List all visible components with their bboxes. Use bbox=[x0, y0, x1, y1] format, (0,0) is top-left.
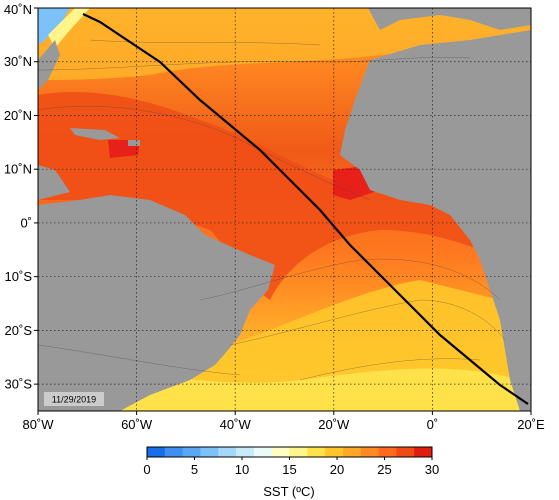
colorbar-swatch bbox=[218, 447, 237, 457]
longitude-axis: 80˚W 60˚W 40˚W 20˚W 0˚ 20˚E bbox=[22, 411, 545, 432]
ship-track-line bbox=[82, 13, 529, 405]
colorbar-swatch bbox=[396, 447, 415, 457]
colorbar-tick-label: 20 bbox=[330, 462, 344, 477]
colorbar-swatch bbox=[200, 447, 219, 457]
lon-tick-label: 0˚ bbox=[427, 417, 439, 432]
colorbar-title: SST (ºC) bbox=[263, 484, 314, 499]
land-caribbean-islands bbox=[70, 128, 140, 146]
map-plot-area: 11/29/2019 bbox=[38, 8, 531, 411]
cold-water-strip bbox=[38, 8, 70, 45]
colorbar-swatch bbox=[414, 447, 433, 457]
colorbar-tick-label: 30 bbox=[425, 462, 439, 477]
lat-tick-label: 20˚S bbox=[5, 323, 33, 338]
land-africa bbox=[340, 30, 531, 411]
land-central-america bbox=[38, 165, 70, 200]
land-north-america bbox=[38, 40, 60, 90]
colorbar-swatch bbox=[147, 447, 166, 457]
land-small-island bbox=[185, 225, 195, 232]
colorbar-swatch bbox=[236, 447, 255, 457]
warm-water-region bbox=[38, 91, 505, 300]
latitude-axis: 40˚N 30˚N 20˚N 10˚N 0˚ 10˚S 20˚S 30˚S bbox=[4, 2, 38, 392]
colorbar-tick-label: 0 bbox=[143, 462, 150, 477]
lon-tick-label: 20˚W bbox=[318, 417, 350, 432]
colorbar-swatch bbox=[182, 447, 201, 457]
land-south-america bbox=[38, 195, 275, 411]
lat-tick-label: 20˚N bbox=[4, 108, 32, 123]
lat-tick-label: 10˚N bbox=[4, 162, 32, 177]
lon-tick-label: 60˚W bbox=[121, 417, 153, 432]
lat-tick-label: 30˚N bbox=[4, 54, 32, 69]
lat-tick-label: 10˚S bbox=[5, 269, 33, 284]
map-frame bbox=[37, 7, 532, 412]
colorbar-swatch bbox=[289, 447, 308, 457]
cool-water-region bbox=[38, 360, 531, 411]
colorbar-tick-label: 15 bbox=[282, 462, 296, 477]
colorbar-swatch bbox=[164, 447, 184, 457]
colorbar-swatch bbox=[253, 447, 273, 457]
land-europe bbox=[368, 8, 531, 30]
colorbar-ticks: 0 5 10 15 20 25 30 bbox=[143, 457, 439, 477]
date-stamp: 11/29/2019 bbox=[52, 395, 96, 405]
cold-water-strip bbox=[48, 8, 90, 48]
colorbar-swatch bbox=[307, 447, 326, 457]
colorbar-swatch bbox=[325, 447, 344, 457]
graticule bbox=[38, 8, 531, 411]
colorbar-tick-label: 25 bbox=[377, 462, 391, 477]
colorbar-swatch bbox=[360, 447, 380, 457]
colorbar-tick-label: 10 bbox=[235, 462, 249, 477]
lat-tick-label: 0˚ bbox=[20, 215, 32, 230]
colorbar-swatch bbox=[342, 447, 362, 457]
lon-tick-label: 80˚W bbox=[22, 417, 54, 432]
colorbar-tick-label: 5 bbox=[191, 462, 198, 477]
colorbar-swatch bbox=[378, 447, 397, 457]
lon-tick-label: 40˚W bbox=[220, 417, 252, 432]
colorbar-swatch bbox=[271, 447, 290, 457]
date-stamp-box bbox=[44, 392, 104, 406]
lat-tick-label: 40˚N bbox=[4, 2, 32, 17]
colorbar bbox=[146, 446, 433, 458]
lon-tick-label: 20˚E bbox=[517, 417, 545, 432]
lat-tick-label: 30˚S bbox=[5, 377, 33, 392]
